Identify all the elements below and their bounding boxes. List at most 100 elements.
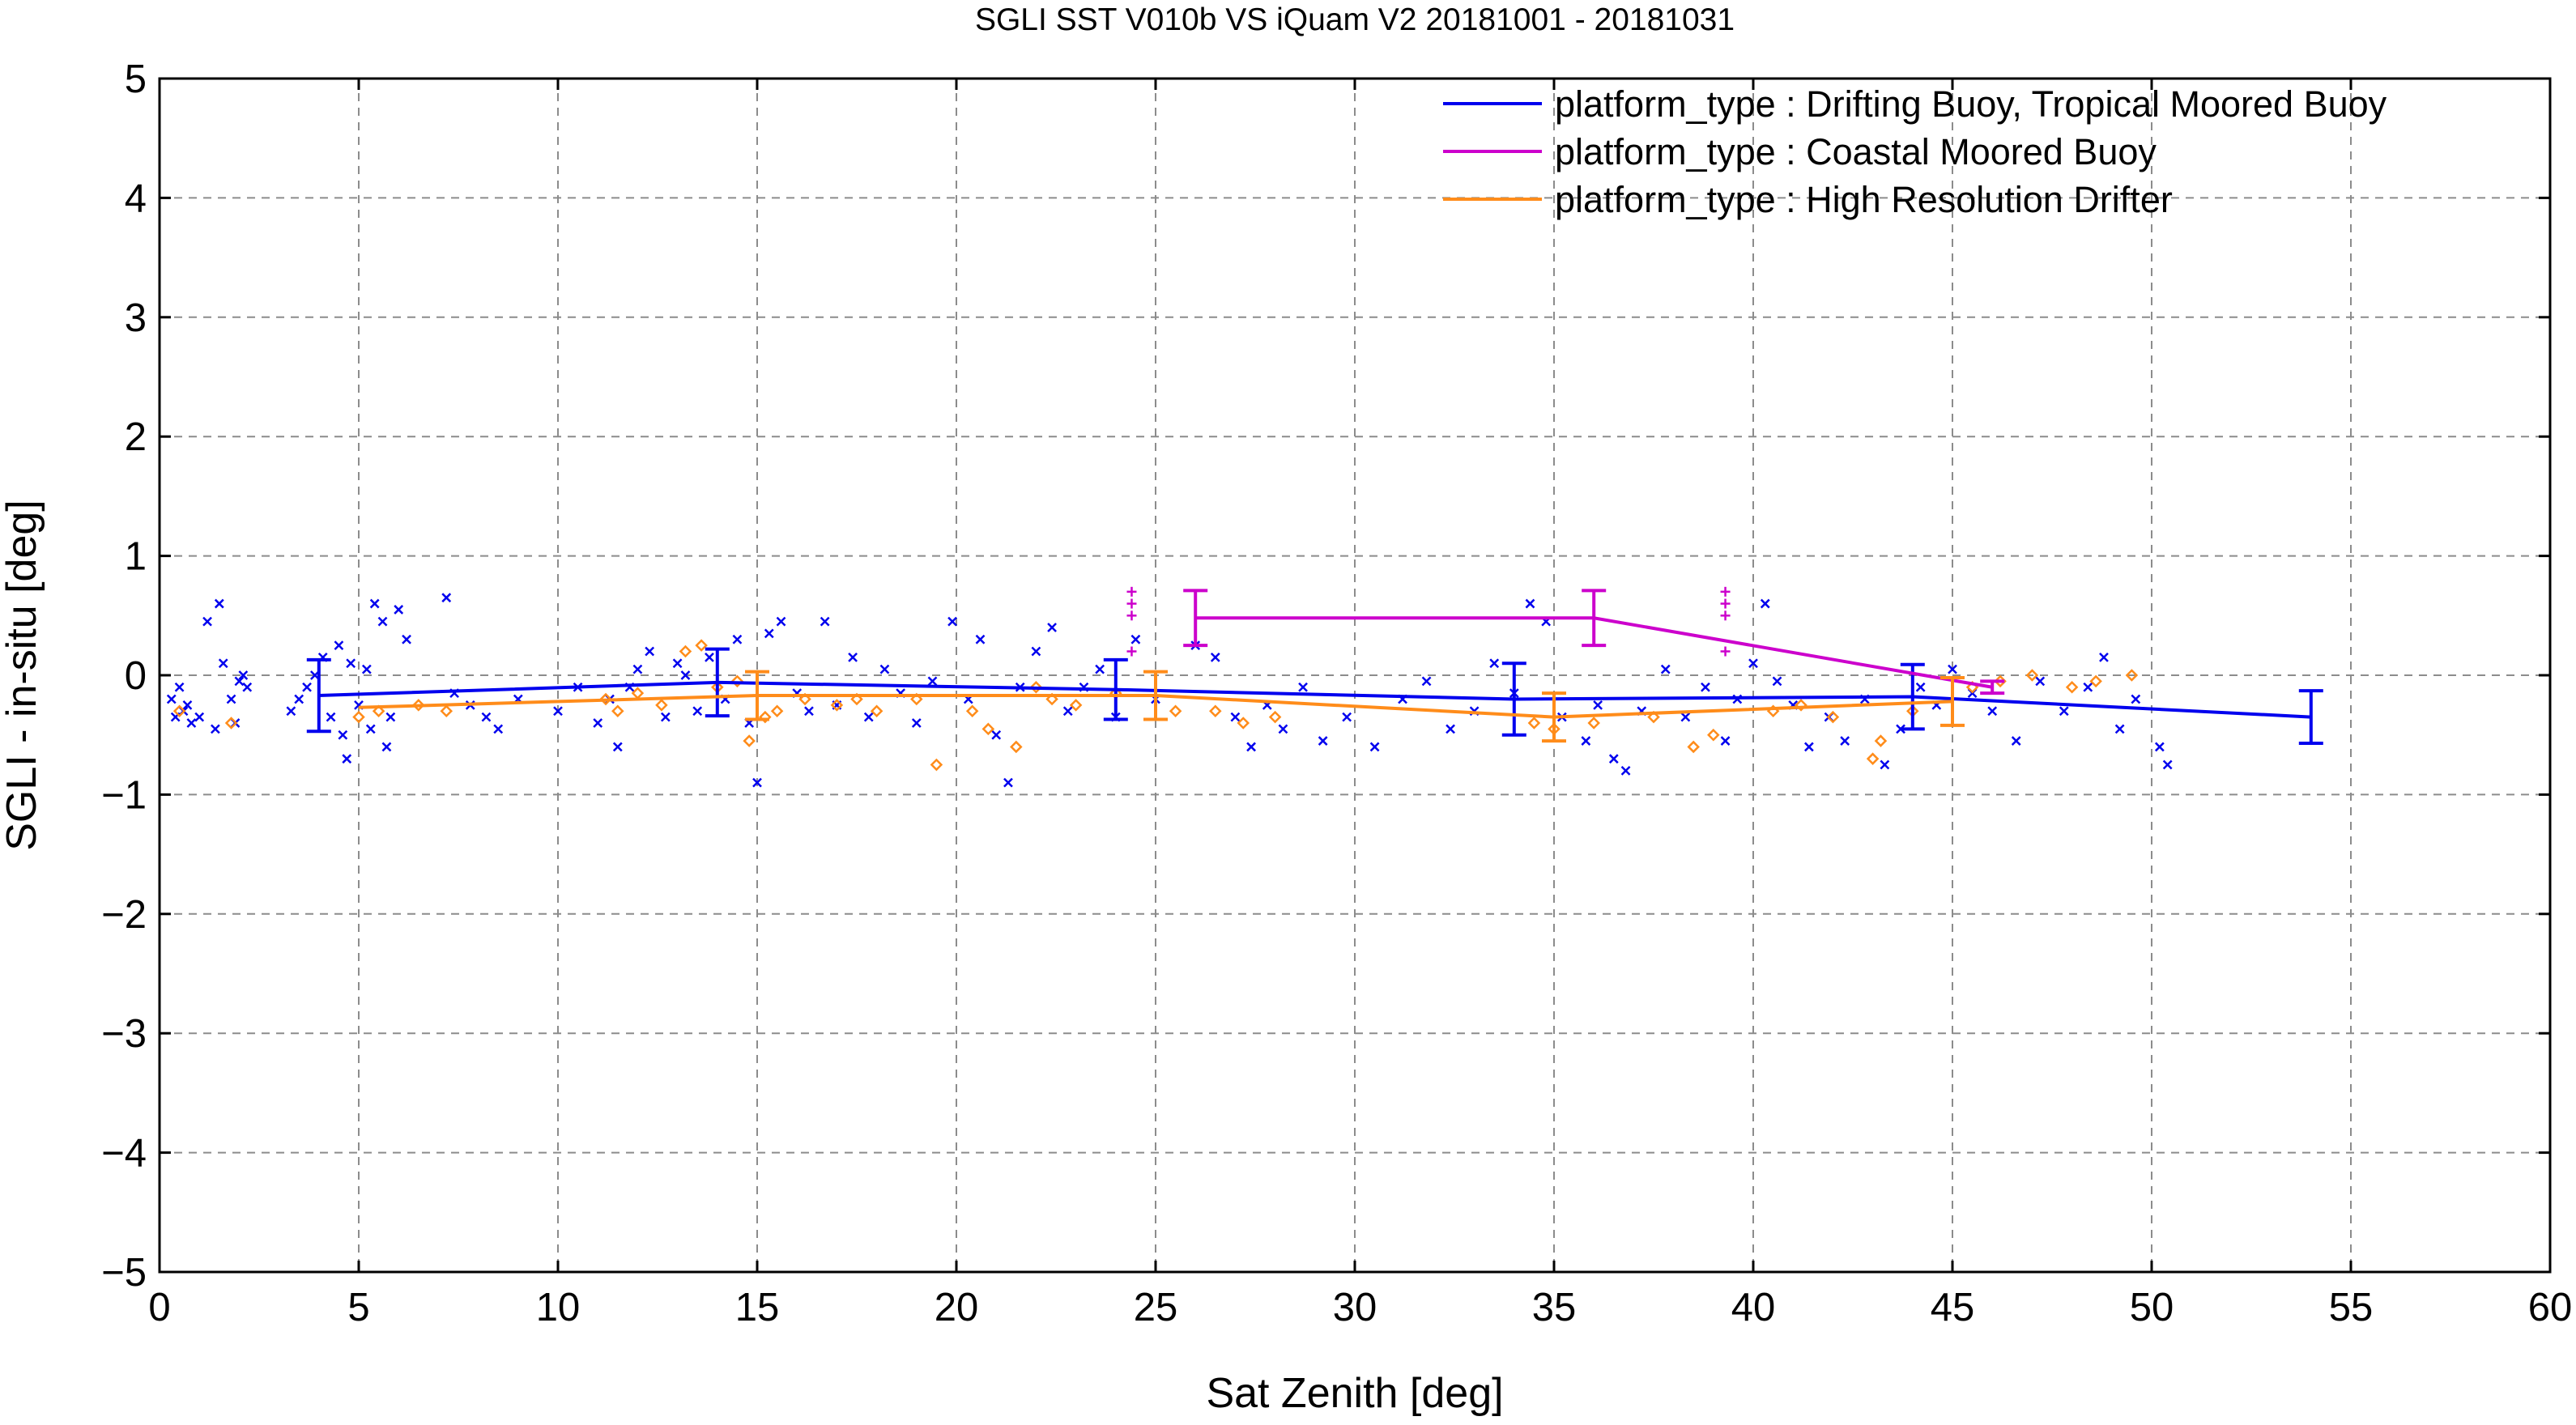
y-tick-label: 0 (125, 654, 147, 698)
data-point (238, 670, 249, 680)
data-point (1647, 710, 1660, 724)
data-point (334, 640, 344, 651)
data-point (730, 674, 744, 688)
marker-stroke (194, 712, 205, 722)
marker-stroke (302, 682, 312, 692)
data-point (863, 712, 874, 722)
data-point (214, 598, 224, 609)
x-tick-label: 0 (148, 1286, 170, 1329)
data-point (2125, 669, 2139, 682)
data-point (870, 704, 884, 717)
data-point (402, 634, 411, 644)
data-point (294, 694, 304, 704)
data-point (2099, 653, 2109, 662)
chart-title: SGLI SST V010b VS iQuam V2 20181001 - 20… (975, 2, 1735, 37)
data-point (1748, 658, 1758, 669)
marker-stroke (2131, 694, 2141, 704)
data-point (770, 704, 784, 717)
x-tick-label: 30 (1333, 1286, 1377, 1329)
data-point (412, 699, 425, 712)
data-point (705, 653, 714, 662)
data-point (776, 616, 786, 627)
marker-stroke (1880, 759, 1890, 770)
series-1-mean-line (318, 680, 2311, 719)
marker-stroke (1278, 724, 1288, 734)
marker-stroke (1620, 766, 1631, 776)
error-bar (1900, 662, 1925, 731)
data-point (234, 676, 245, 687)
data-point (1010, 740, 1023, 754)
data-point (1031, 646, 1041, 657)
data-point (830, 699, 844, 712)
data-point (910, 692, 923, 706)
data-layer (166, 586, 2323, 788)
data-point (1720, 586, 1731, 597)
marker-stroke (2162, 759, 2173, 770)
data-point (692, 706, 703, 717)
marker-stroke (214, 598, 224, 609)
y-tick-label: −3 (101, 1012, 147, 1056)
marker-stroke (911, 718, 922, 728)
data-point (1342, 712, 1352, 722)
legend-label: platform_type : Drifting Buoy, Tropical … (1555, 83, 2387, 125)
y-tick-label: −5 (101, 1251, 147, 1295)
marker-stroke (381, 742, 392, 752)
data-point (1230, 712, 1241, 722)
marker-stroke (1701, 682, 1710, 692)
data-point (1720, 598, 1731, 609)
data-point (645, 646, 655, 657)
marker-stroke (732, 634, 743, 644)
x-tick-label: 50 (2130, 1286, 2174, 1329)
data-point (1948, 664, 1957, 674)
x-tick-label: 35 (1532, 1286, 1577, 1329)
data-point (346, 658, 356, 669)
marker-stroke (2059, 706, 2069, 717)
marker-stroke (377, 616, 388, 627)
data-point (210, 724, 220, 734)
marker-stroke (1369, 742, 1380, 752)
data-point (1840, 736, 1850, 746)
data-point (1095, 664, 1105, 674)
marker-stroke (2099, 653, 2109, 662)
series-1-points (166, 593, 2173, 788)
marker-stroke (1031, 646, 1041, 657)
data-point (1581, 736, 1591, 746)
data-point (1608, 754, 1619, 764)
data-point (441, 593, 452, 603)
data-point (365, 724, 376, 734)
data-point (679, 644, 692, 658)
x-tick-label: 40 (1731, 1286, 1776, 1329)
legend-label: platform_type : High Resolution Drifter (1555, 179, 2173, 220)
marker-stroke (186, 718, 197, 728)
data-point (369, 598, 380, 609)
data-point (655, 699, 668, 712)
data-point (338, 730, 348, 740)
x-tick-label: 15 (735, 1286, 780, 1329)
error-bar (1940, 675, 1965, 727)
marker-stroke (338, 730, 348, 740)
marker-stroke (210, 724, 220, 734)
data-point (1246, 742, 1256, 752)
y-tick-label: −4 (101, 1132, 147, 1176)
marker-stroke (1660, 664, 1671, 674)
data-point (850, 692, 863, 706)
marker-stroke (660, 712, 671, 722)
data-point (1593, 700, 1603, 710)
marker-stroke (553, 706, 563, 717)
data-point (361, 664, 372, 674)
series-2-points (1126, 586, 1731, 657)
marker-stroke (294, 694, 304, 704)
data-point (2154, 742, 2165, 752)
marker-stroke (863, 712, 874, 722)
marker-stroke (242, 682, 253, 692)
data-point (981, 722, 995, 736)
marker-stroke (342, 754, 352, 764)
marker-stroke (1003, 777, 1013, 788)
marker-stroke (672, 658, 683, 669)
data-point (965, 704, 979, 717)
data-point (2131, 694, 2141, 704)
y-tick-label: −1 (101, 773, 147, 817)
marker-stroke (820, 616, 830, 627)
y-tick-label: 2 (125, 415, 147, 459)
